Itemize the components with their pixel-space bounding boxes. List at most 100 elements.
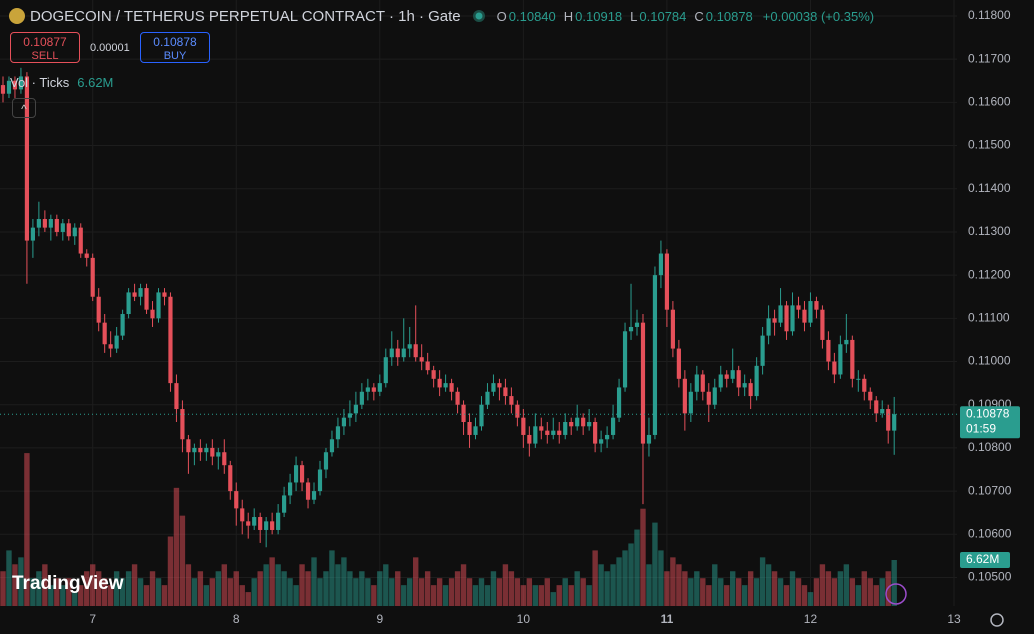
volume-bar (694, 571, 700, 606)
candle-body (12, 80, 18, 90)
volume-bar (454, 571, 461, 606)
volume-bar (263, 564, 269, 606)
candle-body (880, 409, 885, 414)
candle-body (826, 339, 831, 362)
candle-body (240, 508, 245, 522)
volume-bar (377, 571, 383, 606)
volume-bar (173, 487, 180, 606)
candle-body (108, 344, 113, 349)
candle-body (377, 383, 382, 392)
volume-bar (478, 578, 485, 606)
buy-button[interactable]: 0.10878 BUY (140, 32, 210, 63)
candle-body (443, 383, 448, 388)
x-tick-label: 7 (89, 612, 96, 626)
candle-body (204, 447, 209, 453)
candle-body (383, 357, 388, 384)
volume-bar (101, 578, 108, 606)
volume-bar (837, 571, 844, 606)
volume-bar (215, 571, 222, 606)
candle-body (676, 348, 681, 379)
candle-body (293, 465, 299, 483)
x-tick-label: 13 (947, 612, 961, 626)
candle-body (84, 253, 89, 258)
volume-bar (831, 578, 838, 606)
volume-bar (48, 585, 54, 606)
buy-label: BUY (163, 50, 187, 62)
volume-bar (329, 550, 335, 606)
volume-bar (60, 585, 66, 606)
candle-body (371, 387, 376, 392)
candle-body (150, 309, 155, 319)
volume-bar (275, 564, 281, 606)
volume-bar (317, 578, 323, 606)
candle-body (252, 517, 257, 526)
ohlc-value: 0.10878 (705, 8, 753, 24)
candle-body (341, 417, 347, 427)
candle-body (521, 417, 526, 435)
y-tick-label: 0.11800 (968, 8, 1011, 22)
candle-body (299, 465, 305, 483)
volume-bar (84, 571, 90, 606)
candle-body (718, 374, 723, 388)
volume-bar (604, 571, 610, 606)
volume-bar (395, 571, 401, 606)
candle-body (658, 253, 664, 276)
y-tick-label: 0.10500 (968, 570, 1012, 584)
candle-body (246, 521, 251, 526)
candle-body (66, 223, 71, 237)
settings-button[interactable] (990, 613, 1004, 627)
volume-bar (30, 578, 36, 606)
volume-bar (383, 564, 389, 606)
candle-body (652, 275, 658, 435)
spread: 0.00001 (90, 42, 130, 54)
candle-body (748, 383, 753, 397)
volume-bar (658, 550, 664, 606)
candle-body (533, 426, 538, 444)
y-tick-label: 0.11300 (968, 224, 1011, 238)
candle-body (258, 517, 263, 530)
candle-body (162, 292, 167, 297)
volume-bar (622, 550, 628, 606)
candle-body (126, 292, 131, 315)
volume-bar (107, 585, 114, 606)
candle-body (503, 387, 508, 397)
candle-body (90, 257, 95, 297)
volume-bar (167, 536, 174, 606)
volume-bar (783, 585, 790, 606)
volume-bar (730, 571, 736, 606)
candle-body (210, 447, 215, 457)
candle-body (96, 296, 101, 323)
y-tick-label: 0.10800 (968, 440, 1012, 454)
candle-body (886, 409, 891, 431)
candle-body (760, 335, 765, 366)
candle-body (132, 292, 137, 297)
volume-bar (137, 578, 144, 606)
candle-body (688, 391, 693, 414)
candle-body (814, 301, 819, 310)
y-tick-label: 0.11000 (968, 354, 1011, 368)
volume-bar (42, 564, 48, 606)
candle-body (347, 413, 352, 418)
candle-body (180, 409, 185, 440)
volume-bar (113, 571, 120, 606)
candle-body (431, 370, 436, 379)
volume-bar (879, 578, 885, 606)
candle-body (862, 378, 867, 392)
candle-body (78, 227, 83, 254)
candle-body (120, 314, 125, 336)
candle-body (874, 400, 879, 414)
candle-body (850, 339, 855, 379)
volume-bar (191, 578, 198, 606)
volume-bar (24, 453, 30, 606)
sell-button[interactable]: 0.10877 SELL (10, 32, 80, 63)
candle-body (796, 305, 801, 310)
collapse-button[interactable]: ^ (12, 98, 36, 118)
volume-bar (287, 578, 293, 606)
replay-button[interactable] (885, 583, 907, 605)
volume-bar (771, 571, 778, 606)
volume-bar (735, 578, 742, 606)
x-tick-label: 11 (661, 612, 674, 626)
y-tick-label: 0.11600 (968, 95, 1011, 109)
candle-body (610, 417, 616, 435)
